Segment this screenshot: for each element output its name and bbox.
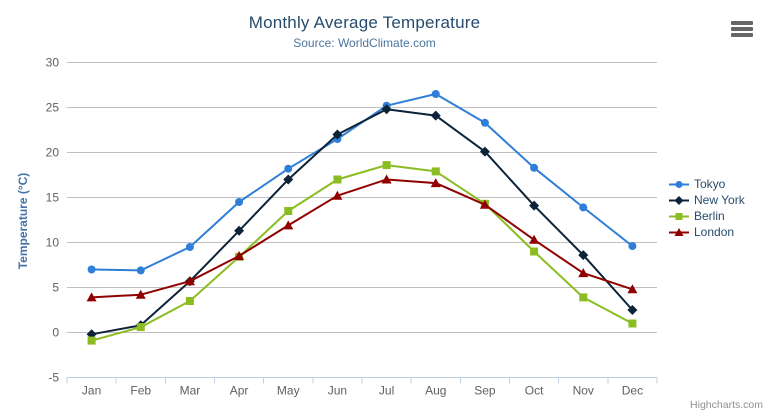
legend-marker-triangle-icon [669, 227, 689, 236]
data-point-new-york[interactable] [430, 110, 441, 121]
data-point-tokyo[interactable] [579, 203, 588, 212]
data-point-new-york[interactable] [529, 200, 540, 211]
data-point-berlin[interactable] [530, 247, 539, 256]
data-point-london[interactable] [479, 199, 490, 209]
series-new-york [86, 104, 638, 340]
data-point-london[interactable] [184, 276, 195, 286]
y-axis-label: 20 [46, 146, 60, 160]
data-point-new-york[interactable] [332, 129, 343, 140]
chart-title: Monthly Average Temperature [248, 13, 481, 32]
data-point-tokyo[interactable] [530, 163, 539, 172]
data-point-tokyo[interactable] [628, 242, 637, 251]
x-axis-label: Nov [573, 384, 594, 398]
legend-label: London [694, 225, 735, 239]
y-axis-title: Temperature (°C) [16, 173, 30, 270]
data-point-tokyo[interactable] [87, 265, 96, 274]
legend-item-london[interactable]: London [669, 224, 745, 240]
series-line-new-york[interactable] [90, 108, 634, 336]
data-point-new-york[interactable] [381, 104, 392, 115]
data-point-berlin[interactable] [185, 297, 194, 305]
chart-subtitle: Source: WorldClimate.com [293, 36, 436, 50]
legend-symbol [675, 212, 683, 220]
legend-label: New York [694, 193, 745, 207]
x-axis-label: Aug [425, 384, 446, 398]
hamburger-icon [731, 27, 753, 31]
x-axis-label: Sep [474, 384, 496, 398]
y-axis-label: 10 [46, 236, 60, 250]
data-point-london[interactable] [578, 268, 589, 278]
legend-label: Berlin [694, 209, 725, 223]
y-axis-label: -5 [48, 371, 59, 385]
data-point-berlin[interactable] [87, 336, 96, 345]
hamburger-icon [731, 21, 753, 25]
data-point-new-york[interactable] [479, 146, 490, 157]
x-axis-label: Apr [230, 384, 249, 398]
data-point-london[interactable] [234, 251, 245, 260]
x-axis-label: Jan [82, 384, 101, 398]
x-axis-label: Dec [622, 384, 643, 398]
data-point-london[interactable] [332, 190, 343, 200]
legend-item-berlin[interactable]: Berlin [669, 208, 745, 224]
legend-marker-diamond-icon [669, 195, 689, 205]
legend-marker-circle-icon [669, 180, 689, 188]
data-point-tokyo[interactable] [431, 90, 440, 98]
x-axis-label: Jul [379, 384, 394, 398]
data-point-berlin[interactable] [628, 319, 637, 328]
series-line-berlin[interactable] [90, 164, 634, 342]
legend-item-tokyo[interactable]: Tokyo [669, 176, 745, 192]
data-point-london[interactable] [86, 292, 97, 302]
y-axis-label: 15 [46, 191, 60, 205]
series-london [86, 174, 638, 302]
series-line-london[interactable] [90, 178, 634, 299]
data-point-new-york[interactable] [627, 305, 638, 315]
data-point-tokyo[interactable] [235, 198, 244, 206]
series-tokyo [87, 90, 637, 275]
y-axis-label: 0 [52, 326, 59, 340]
data-point-tokyo[interactable] [480, 118, 489, 127]
data-point-london[interactable] [283, 220, 294, 230]
export-menu-button[interactable] [730, 19, 754, 39]
data-point-new-york[interactable] [283, 174, 294, 185]
data-point-berlin[interactable] [431, 167, 440, 176]
data-point-tokyo[interactable] [284, 164, 293, 173]
x-axis-label: Mar [180, 384, 201, 398]
hamburger-icon [731, 33, 753, 37]
data-point-berlin[interactable] [136, 323, 145, 332]
legend-symbol [674, 195, 684, 205]
legend-symbol [675, 180, 683, 188]
y-axis-label: 25 [46, 101, 60, 115]
x-axis-label: May [277, 384, 300, 398]
data-point-berlin[interactable] [284, 207, 293, 215]
data-point-london[interactable] [627, 284, 638, 294]
data-point-berlin[interactable] [382, 161, 391, 170]
data-point-berlin[interactable] [579, 293, 588, 302]
series-line-tokyo[interactable] [90, 93, 634, 272]
data-point-tokyo[interactable] [136, 266, 145, 275]
data-point-london[interactable] [381, 174, 392, 184]
x-axis-label: Oct [525, 384, 544, 398]
data-point-london[interactable] [529, 234, 540, 244]
data-point-berlin[interactable] [333, 175, 342, 184]
legend-symbol [674, 227, 684, 236]
x-axis-label: Jun [328, 384, 347, 398]
legend: Tokyo New York Berlin London [669, 176, 745, 240]
legend-label: Tokyo [694, 177, 726, 191]
x-axis-label: Feb [130, 384, 151, 398]
data-point-new-york[interactable] [234, 225, 245, 236]
data-point-tokyo[interactable] [185, 243, 194, 251]
legend-item-new-york[interactable]: New York [669, 192, 745, 208]
data-point-london[interactable] [430, 178, 441, 188]
data-point-london[interactable] [135, 289, 146, 299]
y-axis-label: 30 [46, 56, 60, 70]
legend-marker-square-icon [669, 212, 689, 220]
data-point-new-york[interactable] [578, 250, 589, 261]
y-axis-label: 5 [52, 281, 59, 295]
credits-link[interactable]: Highcharts.com [690, 399, 763, 411]
